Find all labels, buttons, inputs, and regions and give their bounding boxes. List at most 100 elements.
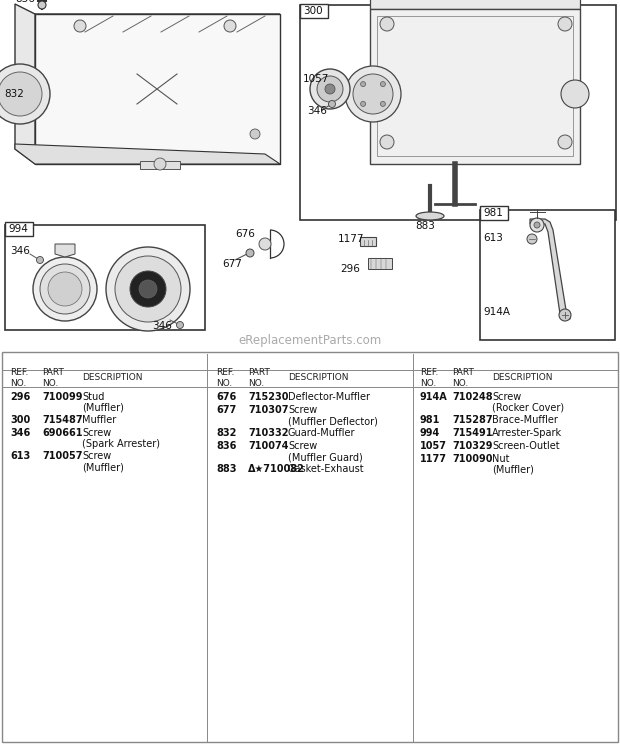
Text: 710329: 710329 bbox=[452, 441, 492, 451]
Text: Screen-Outlet: Screen-Outlet bbox=[492, 441, 560, 451]
Text: 677: 677 bbox=[216, 405, 236, 415]
Text: 300: 300 bbox=[303, 6, 322, 16]
Polygon shape bbox=[15, 4, 35, 164]
Text: 613: 613 bbox=[483, 233, 503, 243]
Text: 1177: 1177 bbox=[420, 454, 447, 464]
Bar bbox=[2, 352, 618, 742]
Circle shape bbox=[381, 82, 386, 86]
Circle shape bbox=[558, 135, 572, 149]
Text: 690661: 690661 bbox=[42, 428, 82, 438]
Text: PART
NO.: PART NO. bbox=[248, 368, 270, 388]
Bar bbox=[140, 161, 180, 169]
Circle shape bbox=[33, 257, 97, 321]
Text: 710248: 710248 bbox=[452, 392, 493, 402]
Text: Stud: Stud bbox=[82, 392, 104, 402]
Text: Brace-Muffler: Brace-Muffler bbox=[492, 415, 558, 425]
Bar bbox=[0, 0, 620, 354]
Text: 715287: 715287 bbox=[452, 415, 493, 425]
Bar bbox=[5, 222, 33, 236]
Text: 613: 613 bbox=[10, 451, 30, 461]
Circle shape bbox=[106, 247, 190, 331]
Polygon shape bbox=[370, 0, 580, 9]
Bar bbox=[300, 4, 328, 18]
Bar bbox=[480, 210, 615, 340]
Text: 1177: 1177 bbox=[338, 234, 365, 244]
Polygon shape bbox=[35, 14, 280, 34]
Circle shape bbox=[130, 271, 166, 307]
Text: 296: 296 bbox=[340, 264, 360, 274]
Circle shape bbox=[527, 234, 537, 244]
Circle shape bbox=[380, 135, 394, 149]
Text: 994: 994 bbox=[420, 428, 440, 438]
Text: 710057: 710057 bbox=[42, 451, 82, 461]
Circle shape bbox=[74, 20, 86, 32]
Text: 994: 994 bbox=[8, 224, 28, 234]
Bar bbox=[368, 258, 392, 269]
Text: 346: 346 bbox=[10, 428, 30, 438]
Text: eReplacementParts.com: eReplacementParts.com bbox=[238, 334, 382, 347]
Bar bbox=[480, 206, 508, 220]
Bar bbox=[370, 9, 580, 164]
Text: Screw: Screw bbox=[288, 405, 317, 415]
Text: (Spark Arrester): (Spark Arrester) bbox=[82, 439, 160, 449]
Circle shape bbox=[534, 222, 540, 228]
Text: Screw: Screw bbox=[82, 451, 111, 461]
Text: 883: 883 bbox=[216, 464, 236, 474]
Text: 836: 836 bbox=[15, 0, 35, 4]
Text: 710099: 710099 bbox=[42, 392, 82, 402]
Text: 914A: 914A bbox=[483, 307, 510, 317]
Circle shape bbox=[561, 80, 589, 108]
Text: Screw: Screw bbox=[288, 441, 317, 451]
Polygon shape bbox=[530, 219, 570, 319]
Circle shape bbox=[246, 249, 254, 257]
Bar bbox=[5, 225, 205, 330]
Text: 914A: 914A bbox=[420, 392, 448, 402]
Text: 832: 832 bbox=[4, 89, 24, 99]
Text: (Muffler Guard): (Muffler Guard) bbox=[288, 452, 363, 462]
Circle shape bbox=[259, 238, 271, 250]
Text: PART
NO.: PART NO. bbox=[42, 368, 64, 388]
Text: DESCRIPTION: DESCRIPTION bbox=[288, 373, 348, 382]
Text: 1057: 1057 bbox=[420, 441, 447, 451]
Circle shape bbox=[0, 72, 42, 116]
Text: 715230: 715230 bbox=[248, 392, 288, 402]
Circle shape bbox=[37, 257, 43, 263]
Text: Screw: Screw bbox=[492, 392, 521, 402]
Text: REF.
NO.: REF. NO. bbox=[420, 368, 438, 388]
Text: (Rocker Cover): (Rocker Cover) bbox=[492, 403, 564, 413]
Circle shape bbox=[361, 82, 366, 86]
Text: DESCRIPTION: DESCRIPTION bbox=[492, 373, 552, 382]
Text: Nut: Nut bbox=[492, 454, 510, 464]
Text: 296: 296 bbox=[10, 392, 30, 402]
Circle shape bbox=[530, 218, 544, 232]
Text: 710090: 710090 bbox=[452, 454, 492, 464]
Text: (Muffler): (Muffler) bbox=[492, 465, 534, 475]
Text: 715491: 715491 bbox=[452, 428, 492, 438]
Circle shape bbox=[40, 264, 90, 314]
Circle shape bbox=[250, 129, 260, 139]
Text: 300: 300 bbox=[10, 415, 30, 425]
Circle shape bbox=[380, 17, 394, 31]
Circle shape bbox=[353, 74, 393, 114]
Text: 1057: 1057 bbox=[303, 74, 329, 84]
Polygon shape bbox=[15, 144, 280, 164]
Circle shape bbox=[38, 1, 46, 9]
Circle shape bbox=[0, 64, 50, 124]
Text: REF.
NO.: REF. NO. bbox=[216, 368, 234, 388]
Text: Muffler: Muffler bbox=[82, 415, 117, 425]
Circle shape bbox=[48, 272, 82, 306]
Text: 676: 676 bbox=[235, 229, 255, 239]
Text: 677: 677 bbox=[222, 259, 242, 269]
Text: 346: 346 bbox=[152, 321, 172, 331]
Circle shape bbox=[325, 84, 335, 94]
Text: Guard-Muffler: Guard-Muffler bbox=[288, 428, 355, 438]
Text: Screw: Screw bbox=[82, 428, 111, 438]
Text: 836: 836 bbox=[216, 441, 236, 451]
Text: 883: 883 bbox=[415, 221, 435, 231]
Circle shape bbox=[317, 76, 343, 102]
Text: 710307: 710307 bbox=[248, 405, 288, 415]
Circle shape bbox=[329, 100, 335, 107]
Circle shape bbox=[361, 101, 366, 106]
Text: 981: 981 bbox=[483, 208, 503, 218]
Text: DESCRIPTION: DESCRIPTION bbox=[82, 373, 143, 382]
